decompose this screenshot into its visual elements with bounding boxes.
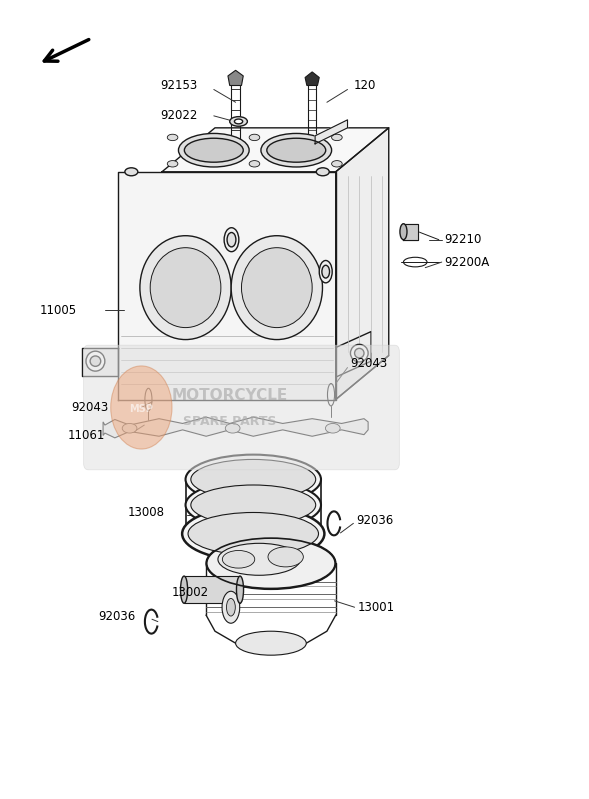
Text: 92036: 92036 (98, 610, 135, 623)
Text: MOTORCYCLE: MOTORCYCLE (171, 388, 288, 403)
Ellipse shape (350, 344, 368, 362)
Text: 11005: 11005 (39, 304, 77, 316)
Ellipse shape (182, 507, 325, 561)
Ellipse shape (325, 423, 340, 433)
Ellipse shape (332, 134, 342, 141)
Ellipse shape (191, 485, 316, 525)
Polygon shape (228, 70, 243, 85)
Ellipse shape (191, 459, 316, 499)
Polygon shape (305, 72, 319, 85)
Text: 92022: 92022 (160, 109, 197, 122)
Ellipse shape (86, 351, 105, 371)
Text: 92153: 92153 (160, 79, 197, 92)
Polygon shape (162, 128, 389, 172)
Polygon shape (184, 576, 240, 603)
Ellipse shape (125, 168, 138, 176)
Ellipse shape (123, 423, 137, 433)
Polygon shape (103, 417, 368, 438)
Ellipse shape (186, 455, 321, 504)
Polygon shape (336, 332, 371, 377)
Ellipse shape (225, 423, 240, 433)
Ellipse shape (180, 576, 187, 603)
Text: 120: 120 (353, 79, 376, 92)
Text: 13002: 13002 (172, 586, 209, 599)
Ellipse shape (227, 233, 236, 247)
Ellipse shape (184, 138, 243, 162)
Ellipse shape (319, 260, 332, 283)
Ellipse shape (188, 512, 319, 555)
Ellipse shape (249, 161, 260, 167)
Ellipse shape (140, 236, 231, 340)
Ellipse shape (268, 547, 303, 567)
Ellipse shape (223, 551, 254, 568)
Ellipse shape (236, 576, 244, 603)
Ellipse shape (222, 591, 240, 623)
Polygon shape (82, 348, 118, 376)
Ellipse shape (234, 119, 243, 124)
Text: SPARE PARTS: SPARE PARTS (183, 415, 276, 428)
Text: 92036: 92036 (356, 515, 393, 527)
Ellipse shape (322, 265, 330, 278)
Text: 13001: 13001 (358, 601, 395, 614)
Ellipse shape (178, 133, 249, 167)
Ellipse shape (186, 480, 321, 530)
Ellipse shape (90, 356, 101, 366)
Polygon shape (403, 224, 418, 240)
Text: 92200A: 92200A (445, 256, 490, 268)
Ellipse shape (316, 168, 329, 176)
Ellipse shape (167, 161, 178, 167)
Ellipse shape (206, 537, 336, 590)
FancyBboxPatch shape (84, 345, 399, 470)
Ellipse shape (261, 133, 332, 167)
Text: 92043: 92043 (72, 401, 109, 414)
Text: 92210: 92210 (445, 233, 482, 246)
Ellipse shape (231, 236, 322, 340)
Text: 92043: 92043 (350, 357, 388, 370)
Ellipse shape (150, 248, 221, 328)
Ellipse shape (218, 543, 300, 575)
Ellipse shape (332, 161, 342, 167)
Ellipse shape (167, 134, 178, 141)
Ellipse shape (267, 138, 326, 162)
Polygon shape (315, 120, 348, 144)
Text: 13008: 13008 (128, 507, 165, 519)
Ellipse shape (230, 117, 247, 126)
Ellipse shape (400, 224, 407, 240)
Text: 11061: 11061 (68, 429, 105, 442)
Ellipse shape (241, 248, 312, 328)
Polygon shape (118, 172, 336, 400)
Ellipse shape (236, 631, 306, 655)
Ellipse shape (355, 348, 364, 358)
Ellipse shape (226, 598, 235, 616)
Ellipse shape (224, 228, 239, 252)
Circle shape (111, 366, 172, 449)
Ellipse shape (249, 134, 260, 141)
Text: MSP: MSP (130, 404, 153, 414)
Polygon shape (336, 128, 389, 400)
